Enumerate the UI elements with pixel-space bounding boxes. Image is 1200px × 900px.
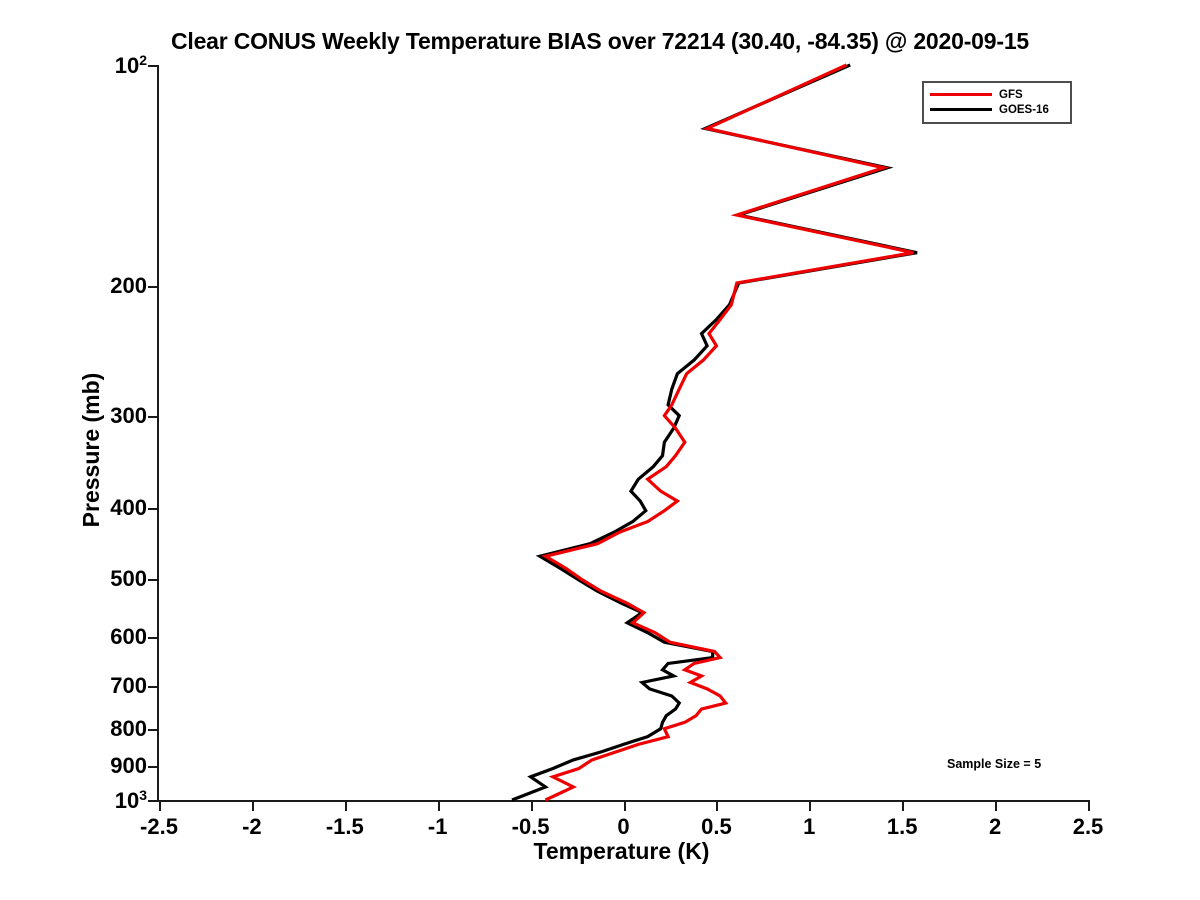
series-line-goes-16 <box>511 63 918 802</box>
legend-color-swatch <box>930 108 992 111</box>
x-axis-tick-label: 1 <box>803 814 816 839</box>
x-axis-tick <box>437 800 440 811</box>
y-axis-tick-label: 900 <box>110 753 147 779</box>
y-axis-tick-label: 400 <box>110 494 147 520</box>
y-axis-tick <box>148 728 159 731</box>
x-axis-title: Temperature (K) <box>533 838 710 864</box>
y-axis-tick-label: 600 <box>110 623 147 649</box>
series-line-gfs <box>541 63 914 802</box>
x-axis-tick <box>159 800 161 811</box>
y-axis-tick <box>148 507 159 510</box>
y-axis-tick <box>148 286 159 289</box>
legend: GFS GOES-16 <box>922 81 1072 124</box>
x-axis-tick <box>716 800 719 811</box>
y-axis-tick-label: 300 <box>110 402 147 428</box>
y-axis-tick-label: 102 <box>114 51 147 79</box>
y-axis-tick-label: 103 <box>114 786 147 814</box>
x-axis-tick <box>902 800 905 811</box>
page-title: Clear CONUS Weekly Temperature BIAS over… <box>170 28 1029 54</box>
x-axis-tick <box>623 800 626 811</box>
x-axis-tick-label: -2 <box>242 814 262 839</box>
x-axis-tick-label: 0.5 <box>701 814 732 839</box>
legend-entry: GOES-16 <box>930 102 1064 117</box>
x-axis-tick <box>344 800 347 811</box>
x-axis-tick-label: 0 <box>617 814 630 839</box>
x-axis-tick <box>995 800 998 811</box>
legend-entry: GFS <box>930 87 1064 102</box>
y-axis-tick <box>148 800 159 802</box>
plot-area: 102 200 300 400 500 600 700 800 900 103 -2.5 -2 -1.5… <box>110 53 1103 838</box>
x-axis-tick-label: -2.5 <box>140 814 178 839</box>
y-axis-tick <box>148 578 159 581</box>
x-axis-tick-label: 2 <box>988 814 1002 839</box>
x-axis-tick <box>1088 800 1090 811</box>
y-axis-title: Pressure (mb) <box>77 372 104 528</box>
y-axis-tick-label: 500 <box>110 565 147 591</box>
y-axis-tick-label: 200 <box>110 273 147 299</box>
y-axis-tick <box>148 686 159 689</box>
x-axis-tick-label: -1.5 <box>325 814 364 839</box>
y-axis-tick <box>148 766 159 769</box>
sample-size-annotation: Sample Size = 5 <box>947 757 1042 771</box>
y-axis-tick <box>148 636 159 639</box>
x-axis-tick-label: -1 <box>427 814 448 839</box>
data-lines <box>511 63 918 802</box>
x-axis-tick <box>809 800 812 811</box>
y-axis-tick <box>148 415 159 418</box>
y-axis-tick-label: 800 <box>110 715 147 741</box>
x-axis-tick-label: 1.5 <box>886 814 918 839</box>
legend-color-swatch <box>930 93 992 96</box>
y-axis-tick-label: 700 <box>110 673 147 699</box>
x-axis-tick-label: -0.5 <box>511 814 550 839</box>
legend-label: GFS <box>999 88 1023 101</box>
x-axis-tick-label: 2.5 <box>1072 814 1104 839</box>
legend-label: GOES-16 <box>999 103 1049 116</box>
y-axis-tick <box>148 65 159 67</box>
x-axis-tick <box>530 800 533 811</box>
x-axis-tick <box>251 800 254 811</box>
